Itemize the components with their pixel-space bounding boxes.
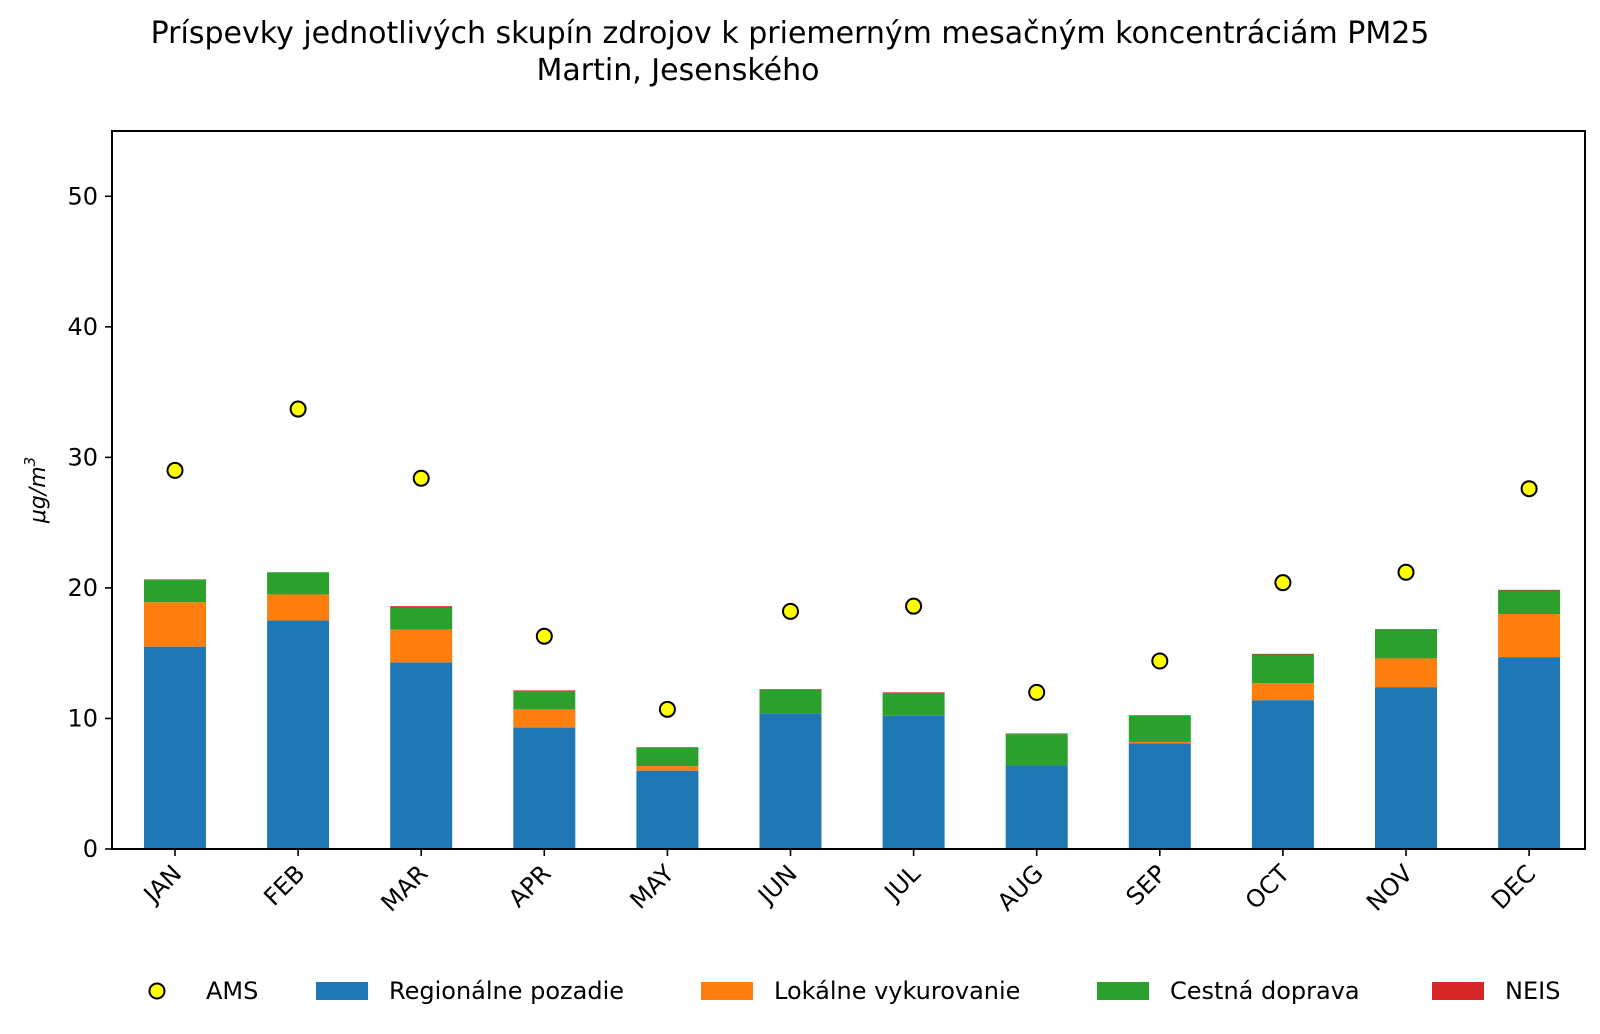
bar-jan-series-3 [144, 579, 206, 581]
bar-aug-series-2 [1005, 734, 1068, 766]
bar-dec-series-3 [1498, 589, 1561, 591]
bar-dec-series-1 [1498, 614, 1561, 658]
legend: AMS Regionálne pozadie Lokálne vykurovanie… [148, 977, 1560, 1005]
bar-aug-series-3 [1005, 733, 1068, 735]
bar-jul-series-2 [882, 693, 945, 716]
legend-label-series-2: Cestná doprava [1170, 977, 1360, 1005]
ams-point-jun [782, 602, 799, 620]
bar-nov-series-0 [1375, 687, 1437, 849]
y-axis: 0 10 20 30 40 50 [67, 182, 112, 863]
bar-feb-series-1 [267, 594, 330, 621]
x-tick-label: JAN [137, 859, 187, 909]
chart-subtitle: Martin, Jesenského [537, 53, 820, 88]
x-tick-label: JUL [878, 859, 927, 908]
plot-frame [111, 130, 1586, 850]
bar-dec-series-2 [1498, 590, 1561, 615]
bar-dec-series-0 [1498, 657, 1561, 849]
bar-jan-series-1 [144, 602, 206, 647]
bar-may-series-0 [636, 770, 699, 849]
ams-point-dec [1520, 480, 1538, 498]
ams-point-sep [1151, 652, 1169, 670]
x-axis: JAN FEB MAR APR MAY JUN JUL AUG SEP OCT NOV DEC [137, 849, 1541, 917]
ams-point-aug [1028, 683, 1046, 701]
bar-mar-series-2 [390, 607, 453, 630]
bar-feb-series-2 [267, 572, 330, 595]
bar-may-series-3 [636, 747, 699, 748]
bar-sep-series-3 [1128, 715, 1191, 716]
bar-sep-series-2 [1128, 715, 1191, 742]
bar-nov-series-1 [1375, 658, 1437, 688]
bar-sep-series-1 [1128, 741, 1191, 744]
bar-feb-series-0 [267, 620, 330, 849]
legend-label-series-1: Lokálne vykurovanie [774, 977, 1020, 1005]
legend-swatch-series-2 [1097, 982, 1149, 1000]
bar-jun-series-3 [759, 689, 822, 690]
x-tick-label: MAR [376, 859, 434, 917]
ams-point-mar [412, 469, 430, 487]
bars-layer [144, 572, 1561, 849]
x-tick-label: MAY [625, 859, 680, 914]
x-tick-label: DEC [1486, 859, 1541, 914]
bar-jun-series-0 [759, 713, 822, 849]
bar-apr-series-1 [513, 709, 576, 728]
legend-label-ams: AMS [206, 977, 258, 1005]
bar-apr-series-3 [513, 690, 576, 692]
bar-sep-series-0 [1128, 743, 1191, 849]
y-axis-label-unit: μg/m [26, 466, 51, 524]
x-tick-label: NOV [1361, 859, 1419, 917]
x-tick-label: SEP [1121, 859, 1173, 911]
legend-label-series-0: Regionálne pozadie [389, 977, 624, 1005]
x-tick-label: FEB [258, 859, 310, 911]
ams-point-may [658, 700, 676, 718]
bar-jul-series-3 [882, 692, 945, 694]
bar-nov-series-3 [1375, 629, 1437, 630]
ams-point-jan [166, 461, 184, 479]
y-tick-label: 10 [67, 704, 98, 732]
y-tick-label: 50 [67, 182, 98, 210]
bar-apr-series-0 [513, 727, 576, 849]
bar-mar-series-3 [390, 606, 453, 608]
legend-swatch-series-3 [1432, 982, 1484, 1000]
bar-oct-series-0 [1251, 700, 1314, 849]
ams-point-oct [1274, 574, 1292, 592]
x-tick-label: OCT [1240, 859, 1296, 915]
bar-aug-series-0 [1005, 765, 1068, 849]
bar-apr-series-2 [513, 691, 576, 710]
x-tick-label: AUG [992, 859, 1049, 916]
ams-point-feb [289, 400, 307, 418]
bar-may-series-1 [636, 766, 699, 771]
bar-jan-series-2 [144, 580, 206, 603]
y-tick-label: 30 [67, 443, 98, 471]
x-tick-label: APR [503, 859, 556, 912]
bar-oct-series-2 [1251, 654, 1314, 684]
bar-mar-series-0 [390, 662, 453, 849]
bar-oct-series-3 [1251, 653, 1314, 655]
bar-jan-series-0 [144, 646, 206, 849]
bar-nov-series-2 [1375, 629, 1437, 659]
chart-title: Príspevky jednotlivých skupín zdrojov k … [151, 16, 1430, 51]
bar-jul-series-0 [882, 715, 945, 849]
bar-mar-series-1 [390, 629, 453, 663]
y-axis-label-exponent: 3 [21, 457, 39, 467]
ams-points-layer [166, 400, 1538, 718]
ams-point-jul [905, 597, 923, 615]
legend-marker-ams [148, 982, 166, 1000]
y-axis-label: μg/m3 [21, 457, 51, 524]
y-tick-label: 20 [67, 574, 98, 602]
legend-swatch-series-1 [701, 982, 753, 1000]
bar-oct-series-1 [1251, 683, 1314, 701]
legend-label-series-3: NEIS [1505, 977, 1560, 1005]
bar-jun-series-2 [759, 689, 822, 714]
ams-point-apr [535, 627, 553, 645]
y-tick-label: 40 [67, 313, 98, 341]
y-tick-label: 0 [83, 835, 98, 863]
ams-point-nov [1397, 563, 1415, 581]
x-tick-label: JUN [751, 859, 802, 910]
bar-may-series-2 [636, 747, 699, 767]
legend-swatch-series-0 [316, 982, 368, 1000]
